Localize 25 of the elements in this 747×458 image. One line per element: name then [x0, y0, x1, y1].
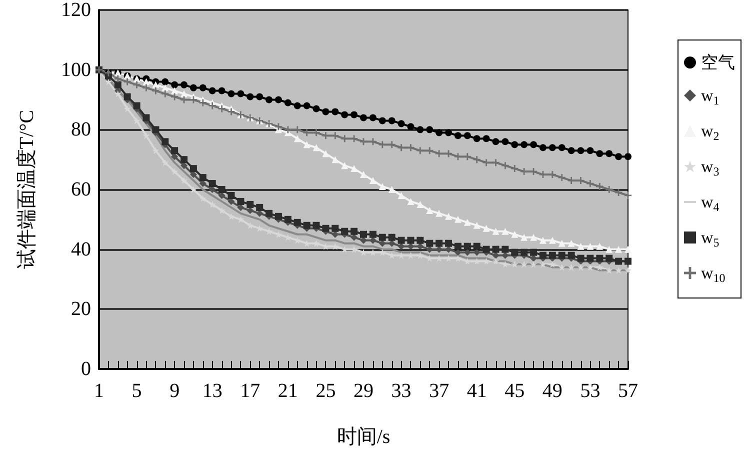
x-tick-label: 21: [278, 380, 298, 402]
x-tick-label: 13: [202, 380, 222, 402]
x-tick-label: 17: [240, 380, 260, 402]
y-axis-title: 试件端面温度T/°C: [16, 110, 38, 270]
legend-label: 空气: [701, 53, 735, 72]
x-tick-label: 53: [580, 380, 600, 402]
x-tick-label: 29: [354, 380, 374, 402]
x-axis-title: 时间/s: [336, 426, 390, 448]
x-tick-label: 1: [94, 380, 104, 402]
y-tick-label: 40: [71, 238, 91, 260]
x-tick-label: 41: [466, 380, 487, 402]
x-tick-label: 33: [391, 380, 412, 402]
y-tick-label: 80: [71, 118, 91, 141]
y-tick-label: 60: [71, 178, 91, 200]
x-tick-label: 45: [504, 380, 525, 402]
x-tick-label: 57: [618, 380, 638, 402]
x-tick-label: 37: [429, 380, 450, 402]
y-tick-label: 0: [81, 358, 91, 380]
x-tick-label: 49: [542, 380, 562, 402]
x-tick-label: 25: [316, 380, 336, 402]
y-tick-label: 100: [61, 58, 91, 81]
y-tick-label: 120: [61, 0, 91, 21]
x-tick-label: 5: [132, 380, 142, 402]
x-tick-label: 9: [170, 380, 180, 402]
y-tick-label: 20: [71, 298, 91, 320]
